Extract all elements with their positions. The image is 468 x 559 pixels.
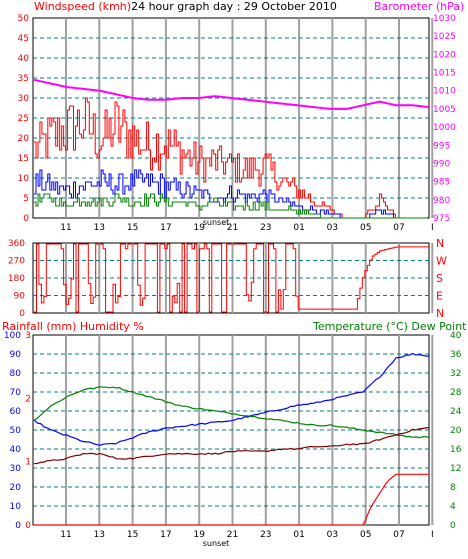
baro-tick-label: 1020 (433, 50, 456, 60)
temp-dew-label: Temperature (°C) Dew Point (312, 320, 467, 333)
baro-tick-label: 975 (433, 214, 450, 224)
wind-tick-label: 0 (23, 214, 29, 224)
x-tick-label: 03 (327, 223, 338, 233)
baro-tick-label: 990 (433, 159, 450, 169)
rainfall-line (34, 473, 429, 526)
x-tick-label: 17 (160, 223, 171, 233)
x-tick-label: 03 (327, 530, 338, 540)
baro-tick-label: 1030 (433, 14, 456, 24)
x-tick-label: 07 (393, 223, 404, 233)
x-tick-label: 05 (360, 530, 371, 540)
humidity-tick-label: 70 (10, 388, 22, 398)
wind-tick-label: 5 (23, 194, 29, 204)
baro-tick-label: 1010 (433, 87, 456, 97)
x-tick-label: 15 (127, 530, 138, 540)
temperature-tick-label: 0 (450, 521, 456, 531)
baro-axis-label: Barometer (hPa) (374, 0, 464, 13)
x-tick-label: I (431, 223, 434, 233)
wind-tick-label: 15 (18, 154, 29, 164)
wind-tick-label: 25 (18, 114, 29, 124)
x-tick-label: 21 (227, 530, 238, 540)
x-tick-label: 13 (94, 530, 105, 540)
rainfall-tick-label: 3 (25, 331, 31, 341)
wind-tick-label: 35 (18, 74, 29, 84)
baro-tick-label: 1025 (433, 32, 456, 42)
humidity-tick-label: 20 (10, 483, 22, 493)
x-tick-label: 17 (160, 530, 171, 540)
compass-label: S (436, 272, 443, 285)
direction-tick-label: 0 (19, 309, 25, 319)
x-tick-label: 01 (293, 530, 304, 540)
wind-tick-label: 10 (18, 174, 30, 184)
temperature-tick-label: 28 (450, 388, 462, 398)
temperature-tick-label: 36 (450, 350, 462, 360)
x-tick-label: 19 (193, 223, 205, 233)
x-tick-label: 19 (193, 530, 205, 540)
temperature-tick-label: 12 (450, 464, 461, 474)
sunset-label-1: sunset (203, 218, 230, 227)
temperature-tick-label: 16 (450, 445, 462, 455)
dewpoint-line (33, 426, 430, 465)
baro-tick-label: 1015 (433, 69, 456, 79)
title: 24 hour graph day : 29 October 2010 (131, 0, 337, 13)
temperature-tick-label: 32 (450, 369, 461, 379)
temperature-tick-label: 40 (450, 331, 462, 341)
humidity-line (33, 352, 430, 446)
temperature-tick-label: 4 (450, 502, 456, 512)
wind-tick-label: 50 (18, 14, 30, 24)
x-tick-label: 11 (60, 223, 71, 233)
temperature-tick-label: 24 (450, 407, 462, 417)
compass-label: N (436, 307, 444, 320)
humidity-tick-label: 90 (10, 350, 22, 360)
temperature-line (33, 385, 430, 439)
direction-tick-label: 360 (8, 239, 25, 249)
baro-tick-label: 985 (433, 178, 450, 188)
rainfall-tick-label: 2 (25, 394, 31, 404)
direction-tick-label: 90 (14, 292, 26, 302)
wind-tick-label: 45 (18, 34, 29, 44)
gust-line (34, 169, 427, 219)
humidity-tick-label: 10 (10, 502, 22, 512)
x-tick-label: 11 (60, 530, 71, 540)
x-tick-label: 21 (227, 223, 238, 233)
baro-tick-label: 1000 (433, 123, 456, 133)
x-tick-label: I (431, 530, 434, 540)
x-tick-label: 23 (260, 530, 271, 540)
x-tick-label: 15 (127, 223, 138, 233)
compass-label: E (436, 290, 443, 303)
average-wind-line (34, 193, 427, 219)
baro-tick-label: 995 (433, 141, 450, 151)
wind-tick-label: 30 (18, 94, 30, 104)
wind-tick-label: 20 (18, 134, 30, 144)
humidity-tick-label: 40 (10, 445, 22, 455)
humidity-tick-label: 60 (10, 407, 22, 417)
sunset-label-2: sunset (203, 539, 230, 548)
baro-tick-label: 1005 (433, 105, 456, 115)
rainfall-tick-label: 0 (25, 521, 31, 531)
humidity-tick-label: 50 (10, 426, 22, 436)
x-tick-label: 07 (393, 530, 404, 540)
x-tick-label: 23 (260, 223, 271, 233)
humidity-tick-label: 0 (15, 521, 21, 531)
rainfall-tick-label: 1 (25, 458, 31, 468)
barometer-line (33, 78, 430, 110)
direction-tick-label: 270 (8, 257, 25, 267)
x-tick-label: 01 (293, 223, 304, 233)
humidity-tick-label: 80 (10, 369, 22, 379)
compass-label: W (436, 255, 447, 268)
x-tick-label: 05 (360, 223, 371, 233)
compass-label: N (436, 237, 444, 250)
wind-direction-line (34, 243, 429, 313)
wind-axis-label: Windspeed (kmh) (34, 0, 131, 13)
rain-humidity-label: Rainfall (mm) Humidity % (2, 320, 144, 333)
wind-tick-label: 40 (18, 54, 30, 64)
temperature-tick-label: 8 (450, 483, 456, 493)
temperature-tick-label: 20 (450, 426, 462, 436)
direction-tick-label: 180 (8, 274, 25, 284)
humidity-tick-label: 30 (10, 464, 22, 474)
humidity-tick-label: 100 (4, 331, 21, 341)
x-tick-label: 13 (94, 223, 105, 233)
baro-tick-label: 980 (433, 196, 450, 206)
